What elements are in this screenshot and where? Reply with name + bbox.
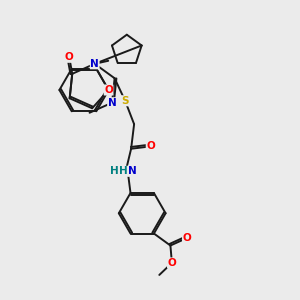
- Text: N: N: [128, 166, 137, 176]
- Text: N: N: [90, 59, 99, 69]
- Text: S: S: [122, 96, 129, 106]
- Text: H: H: [119, 166, 128, 176]
- Text: O: O: [65, 52, 74, 62]
- Text: H: H: [110, 166, 119, 176]
- Text: O: O: [104, 85, 113, 95]
- Text: O: O: [167, 258, 176, 268]
- Text: O: O: [146, 141, 155, 152]
- Text: N: N: [108, 98, 116, 108]
- Text: O: O: [182, 233, 191, 243]
